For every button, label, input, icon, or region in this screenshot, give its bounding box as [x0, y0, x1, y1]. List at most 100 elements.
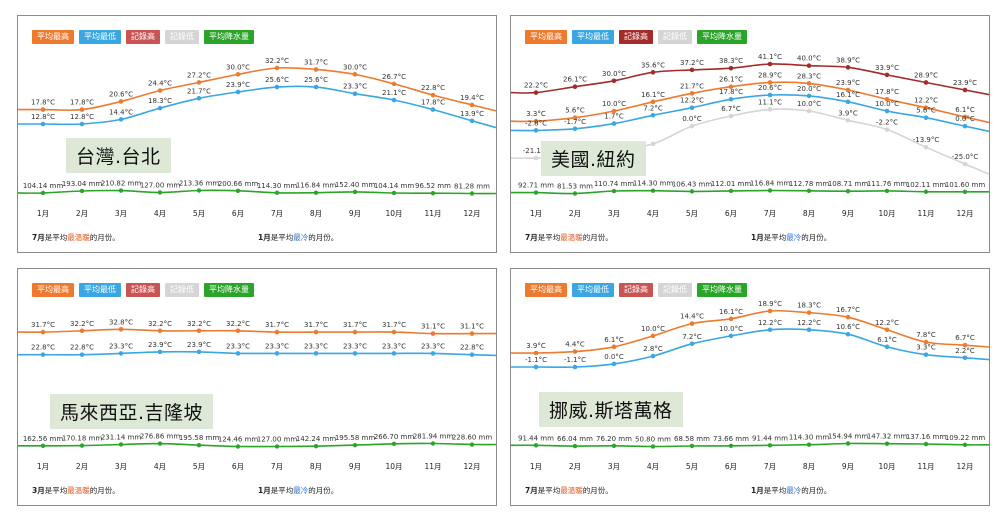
precipitation-point	[430, 190, 436, 196]
legend-record-low[interactable]: 記錄低	[658, 30, 692, 44]
climate-chart: 31.7°C 32.2°C 32.8°C 32.2°C 32.2°C 32.2°C 31.7…	[18, 318, 496, 471]
series-1-data-label: 23.9°C	[148, 341, 172, 349]
legend-precipitation[interactable]: 平均降水量	[204, 30, 254, 44]
legend-record-high[interactable]: 記錄高	[126, 283, 160, 297]
precipitation-data-label: 114.30 mm	[257, 182, 298, 190]
legend-record-low[interactable]: 記錄低	[658, 283, 692, 297]
legend-avg-high[interactable]: 平均最高	[525, 30, 567, 44]
legend-avg-high[interactable]: 平均最高	[32, 30, 74, 44]
legend-avg-low[interactable]: 平均最低	[79, 283, 121, 297]
precipitation-point	[767, 443, 773, 448]
series-1-point	[845, 331, 851, 337]
chart-panel-stavanger: 3.9°C 4.4°C 6.1°C 10.0°C 14.4°C 16.1°C 18.9°C 1…	[510, 268, 990, 506]
climate-chart: 17.8°C 17.8°C 20.6°C 24.4°C 27.2°C 30.0°C 32.2…	[18, 57, 496, 218]
legend-record-low[interactable]: 記錄低	[165, 30, 199, 44]
precipitation-data-label: 147.32 mm	[867, 433, 908, 441]
series-3-point	[923, 144, 929, 150]
legend-avg-low[interactable]: 平均最低	[572, 283, 614, 297]
city-label: 挪威.斯塔萬格	[539, 392, 683, 427]
series-3-data-label: 10.0°C	[797, 100, 821, 108]
series-1-point	[923, 352, 929, 357]
series-1-point	[157, 105, 163, 111]
coldest-month-note: 1月是平均最冷的月份。	[258, 485, 338, 496]
series-1-point	[689, 341, 695, 347]
series-2-line	[511, 63, 989, 96]
series-0-point	[196, 328, 202, 334]
legend-record-high[interactable]: 記錄高	[619, 30, 653, 44]
series-3-point	[767, 107, 773, 112]
precipitation-data-label: 114.30 mm	[789, 434, 830, 442]
warmest-month: 7月	[525, 486, 538, 495]
legend-record-high[interactable]: 記錄高	[619, 283, 653, 297]
chart-panel-taipei: 17.8°C 17.8°C 20.6°C 24.4°C 27.2°C 30.0°C 32.2…	[17, 15, 497, 253]
series-0-point	[235, 328, 241, 334]
series-1-point	[118, 117, 124, 122]
coldest-month: 1月	[258, 486, 271, 495]
legend-avg-low[interactable]: 平均最低	[572, 30, 614, 44]
precipitation-data-label: 73.66 mm	[713, 435, 749, 443]
legend-record-low[interactable]: 記錄低	[165, 283, 199, 297]
month-tick-label: 4月	[154, 209, 166, 218]
series-1-data-label: 12.8°C	[31, 113, 55, 121]
month-tick-label: 11月	[917, 462, 934, 471]
series-1-point	[962, 123, 968, 129]
series-1-point	[728, 333, 734, 339]
series-0-point	[572, 115, 578, 121]
precipitation-point	[40, 190, 46, 196]
month-tick-label: 7月	[764, 209, 776, 218]
series-0-data-label: 17.8°C	[31, 99, 55, 107]
precipitation-data-label: 66.04 mm	[557, 435, 593, 443]
series-0-data-label: 32.2°C	[70, 320, 94, 328]
precipitation-data-label: 104.14 mm	[23, 182, 64, 190]
month-tick-label: 6月	[232, 462, 244, 471]
series-1-data-label: 23.3°C	[343, 342, 367, 350]
month-tick-label: 11月	[917, 209, 934, 218]
precipitation-point	[611, 188, 617, 194]
month-tick-label: 8月	[310, 462, 322, 471]
precipitation-point	[118, 442, 124, 447]
precipitation-point	[274, 190, 280, 195]
series-3-point	[884, 127, 890, 132]
precipitation-data-label: 81.53 mm	[557, 183, 593, 191]
precipitation-data-label: 68.58 mm	[674, 435, 710, 443]
series-3-data-label: 6.7°C	[721, 105, 741, 113]
series-0-point	[572, 349, 578, 354]
month-tick-label: 9月	[349, 209, 361, 218]
legend-precipitation[interactable]: 平均降水量	[697, 283, 747, 297]
series-0-point	[118, 99, 124, 104]
precipitation-data-label: 111.76 mm	[867, 180, 908, 188]
coldest-month: 1月	[751, 486, 764, 495]
series-0-point	[313, 329, 319, 335]
month-tick-label: 9月	[842, 209, 854, 218]
series-2-point	[611, 78, 617, 84]
precipitation-point	[845, 441, 851, 446]
precipitation-data-label: 231.14 mm	[101, 433, 142, 441]
note-text: 是平均	[763, 486, 787, 495]
precipitation-point	[962, 189, 968, 194]
series-1-point	[962, 355, 968, 361]
note-cold-word: 最冷	[293, 486, 309, 495]
series-1-point	[572, 126, 578, 132]
precipitation-point	[118, 188, 124, 193]
series-1-data-label: 25.6°C	[304, 76, 328, 84]
series-0-point	[274, 329, 280, 335]
precipitation-point	[352, 442, 358, 448]
legend-avg-high[interactable]: 平均最高	[525, 283, 567, 297]
series-2-point	[962, 87, 968, 93]
legend-avg-low[interactable]: 平均最低	[79, 30, 121, 44]
precipitation-data-label: 154.94 mm	[828, 433, 869, 441]
series-1-point	[235, 89, 241, 95]
month-tick-label: 7月	[271, 462, 283, 471]
series-0-data-label: 28.9°C	[758, 71, 782, 79]
legend-record-high[interactable]: 記錄高	[126, 30, 160, 44]
legend-precipitation[interactable]: 平均降水量	[697, 30, 747, 44]
legend-precipitation[interactable]: 平均降水量	[204, 283, 254, 297]
series-0-data-label: 7.8°C	[916, 331, 936, 339]
legend-avg-high[interactable]: 平均最高	[32, 283, 74, 297]
month-tick-label: 10月	[878, 462, 895, 471]
precipitation-data-label: 170.18 mm	[62, 435, 103, 443]
series-1-data-label: 0.0°C	[955, 115, 975, 123]
series-1-point	[572, 364, 578, 370]
precipitation-line	[511, 442, 989, 448]
precipitation-point	[923, 189, 929, 194]
